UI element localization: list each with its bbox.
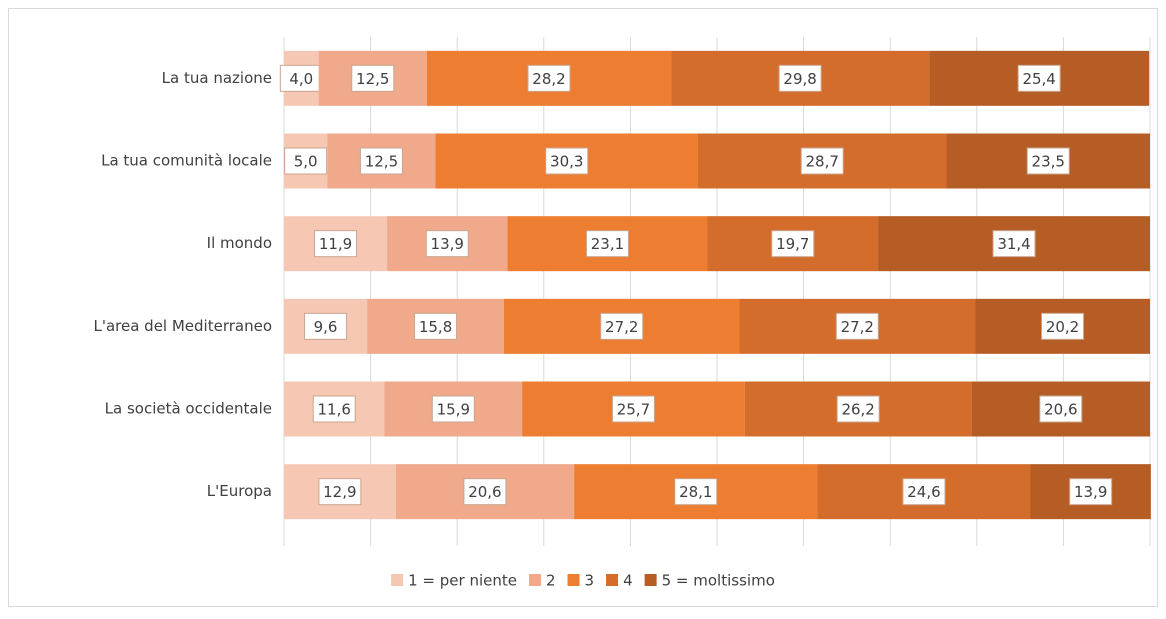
y-tick-label: Il mondo bbox=[207, 234, 272, 252]
data-label: 9,6 bbox=[314, 318, 338, 336]
legend-swatch bbox=[567, 574, 580, 586]
data-label-box bbox=[425, 230, 469, 258]
legend-swatch bbox=[606, 574, 619, 586]
data-label: 23,1 bbox=[591, 235, 624, 253]
data-label: 28,7 bbox=[806, 153, 839, 171]
data-label-box bbox=[771, 230, 815, 258]
data-label-box bbox=[1026, 147, 1070, 175]
data-label-box bbox=[992, 230, 1036, 258]
y-tick-label: La tua comunità locale bbox=[101, 152, 272, 170]
data-label: 25,7 bbox=[617, 401, 650, 419]
data-label-box bbox=[545, 147, 589, 175]
data-label-box bbox=[284, 147, 328, 175]
data-label-box bbox=[304, 312, 348, 340]
data-label-box bbox=[1017, 64, 1061, 92]
data-label: 11,6 bbox=[318, 401, 351, 419]
data-label-box bbox=[600, 312, 644, 340]
legend-label: 2 bbox=[546, 572, 556, 590]
data-label: 4,0 bbox=[289, 70, 313, 88]
data-label: 27,2 bbox=[841, 318, 874, 336]
data-label: 27,2 bbox=[605, 318, 638, 336]
y-tick-label: L'Europa bbox=[207, 482, 272, 500]
data-label: 30,3 bbox=[550, 153, 583, 171]
data-label: 11,9 bbox=[319, 235, 352, 253]
legend-swatch bbox=[528, 574, 541, 586]
data-label: 13,9 bbox=[1074, 483, 1107, 501]
data-label: 15,9 bbox=[437, 401, 470, 419]
legend-swatch bbox=[391, 574, 404, 586]
data-label-box bbox=[1041, 312, 1085, 340]
data-label-box bbox=[359, 147, 403, 175]
data-label: 12,5 bbox=[356, 70, 389, 88]
data-label-box bbox=[318, 478, 362, 506]
data-label: 15,8 bbox=[419, 318, 452, 336]
data-label: 24,6 bbox=[907, 483, 940, 501]
data-label: 26,2 bbox=[841, 401, 874, 419]
data-label: 19,7 bbox=[776, 235, 809, 253]
data-label-box bbox=[1069, 478, 1113, 506]
data-label-box bbox=[414, 312, 458, 340]
data-label: 31,4 bbox=[997, 235, 1030, 253]
data-label-box bbox=[312, 395, 356, 423]
data-label: 20,6 bbox=[1044, 401, 1077, 419]
data-label-box bbox=[835, 312, 879, 340]
y-tick-label: La tua nazione bbox=[162, 69, 272, 87]
data-label: 23,5 bbox=[1032, 153, 1065, 171]
data-label-box bbox=[674, 478, 718, 506]
data-label: 13,9 bbox=[431, 235, 464, 253]
data-label-box bbox=[314, 230, 358, 258]
data-label: 28,1 bbox=[679, 483, 712, 501]
data-label-box bbox=[902, 478, 946, 506]
data-label-box bbox=[1039, 395, 1083, 423]
data-label-box bbox=[778, 64, 822, 92]
data-label: 20,2 bbox=[1046, 318, 1079, 336]
legend-label: 1 = per niente bbox=[408, 572, 517, 590]
y-tick-label: L'area del Mediterraneo bbox=[93, 317, 272, 335]
data-label: 29,8 bbox=[783, 70, 816, 88]
data-label: 5,0 bbox=[294, 153, 318, 171]
data-label-box bbox=[611, 395, 655, 423]
data-label: 25,4 bbox=[1022, 70, 1055, 88]
data-label: 28,2 bbox=[532, 70, 565, 88]
legend-swatch bbox=[644, 574, 657, 586]
data-label: 20,6 bbox=[468, 483, 501, 501]
legend-label: 3 bbox=[585, 572, 595, 590]
data-label: 12,5 bbox=[365, 153, 398, 171]
legend-label: 5 = moltissimo bbox=[662, 572, 775, 590]
y-tick-label: La società occidentale bbox=[105, 400, 272, 418]
data-label-box bbox=[585, 230, 629, 258]
data-label-box bbox=[431, 395, 475, 423]
legend-label: 4 bbox=[623, 572, 633, 590]
data-label: 12,9 bbox=[323, 483, 356, 501]
data-label-box bbox=[836, 395, 880, 423]
data-label-box bbox=[800, 147, 844, 175]
data-label-box bbox=[351, 64, 395, 92]
data-label-box bbox=[463, 478, 507, 506]
data-label-box bbox=[527, 64, 571, 92]
